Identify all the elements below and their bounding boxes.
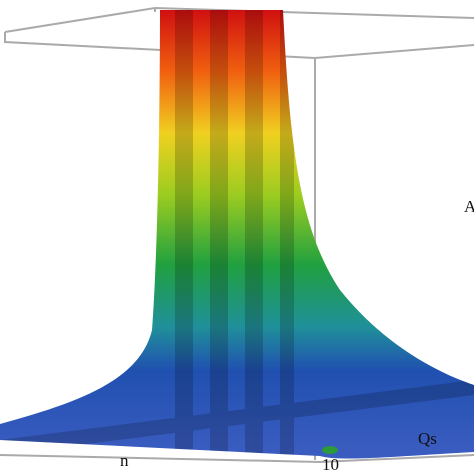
z-axis-label: A xyxy=(464,197,474,216)
y-tick-label: 10 xyxy=(322,455,339,474)
y-axis-label: Qs xyxy=(418,429,437,448)
marker xyxy=(322,446,338,454)
floor-edge xyxy=(0,454,474,464)
x-axis-label: n xyxy=(120,451,129,470)
